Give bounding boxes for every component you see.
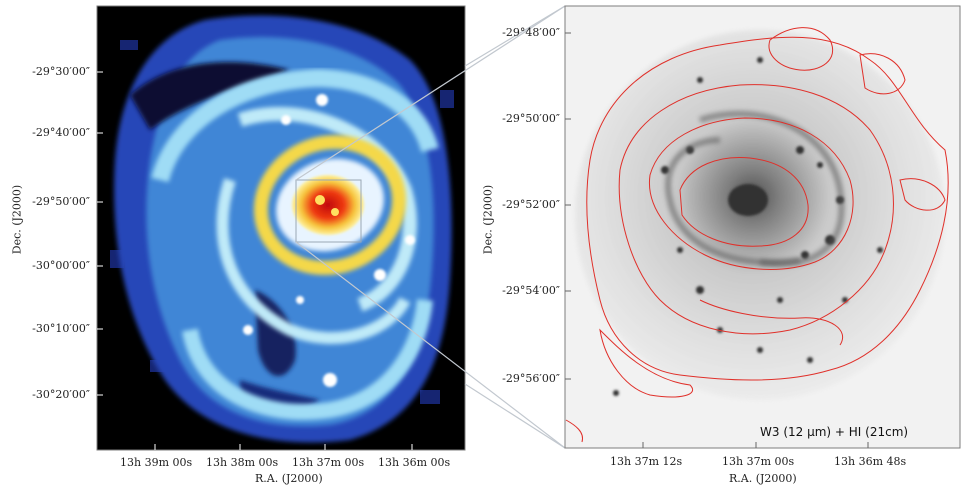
left-ra-tick-4: 13h 36m 00s xyxy=(378,456,451,469)
zoom-connector-lines xyxy=(295,5,566,449)
left-dec-tick-3: -29°50′00″ xyxy=(32,195,90,208)
left-dec-tick-4: -30°00′00″ xyxy=(32,259,90,272)
left-dec-tick-1: -29°30′00″ xyxy=(32,65,90,78)
left-dec-tick-5: -30°10′00″ xyxy=(32,322,90,335)
right-x-axis-title: R.A. (J2000) xyxy=(729,472,797,485)
right-ra-tick-2: 13h 37m 00s xyxy=(722,455,795,468)
panel-annotation: W3 (12 μm) + HI (21cm) xyxy=(760,425,909,439)
right-dec-tick-4: -29°54′00″ xyxy=(502,284,560,297)
right-y-axis-title: Dec. (J2000) xyxy=(481,184,495,255)
right-dec-tick-3: -29°52′00″ xyxy=(502,198,560,211)
right-dec-tick-2: -29°50′00″ xyxy=(502,112,560,125)
left-dec-tick-2: -29°40′00″ xyxy=(32,126,90,139)
left-y-axis-title: Dec. (J2000) xyxy=(10,184,24,255)
left-ra-tick-1: 13h 39m 00s xyxy=(120,456,193,469)
hi-map-panel xyxy=(96,5,466,451)
left-ra-tick-2: 13h 38m 00s xyxy=(206,456,279,469)
right-ra-tick-1: 13h 37m 12s xyxy=(610,455,683,468)
w3-contour-panel xyxy=(564,5,961,449)
left-dec-tick-6: -30°20′00″ xyxy=(32,388,90,401)
right-dec-tick-5: -29°56′00″ xyxy=(502,372,560,385)
left-ra-tick-3: 13h 37m 00s xyxy=(292,456,365,469)
right-ra-tick-3: 13h 36m 48s xyxy=(834,455,907,468)
left-x-axis-title: R.A. (J2000) xyxy=(255,472,323,485)
right-dec-tick-1: -29°48′00″ xyxy=(502,26,560,39)
